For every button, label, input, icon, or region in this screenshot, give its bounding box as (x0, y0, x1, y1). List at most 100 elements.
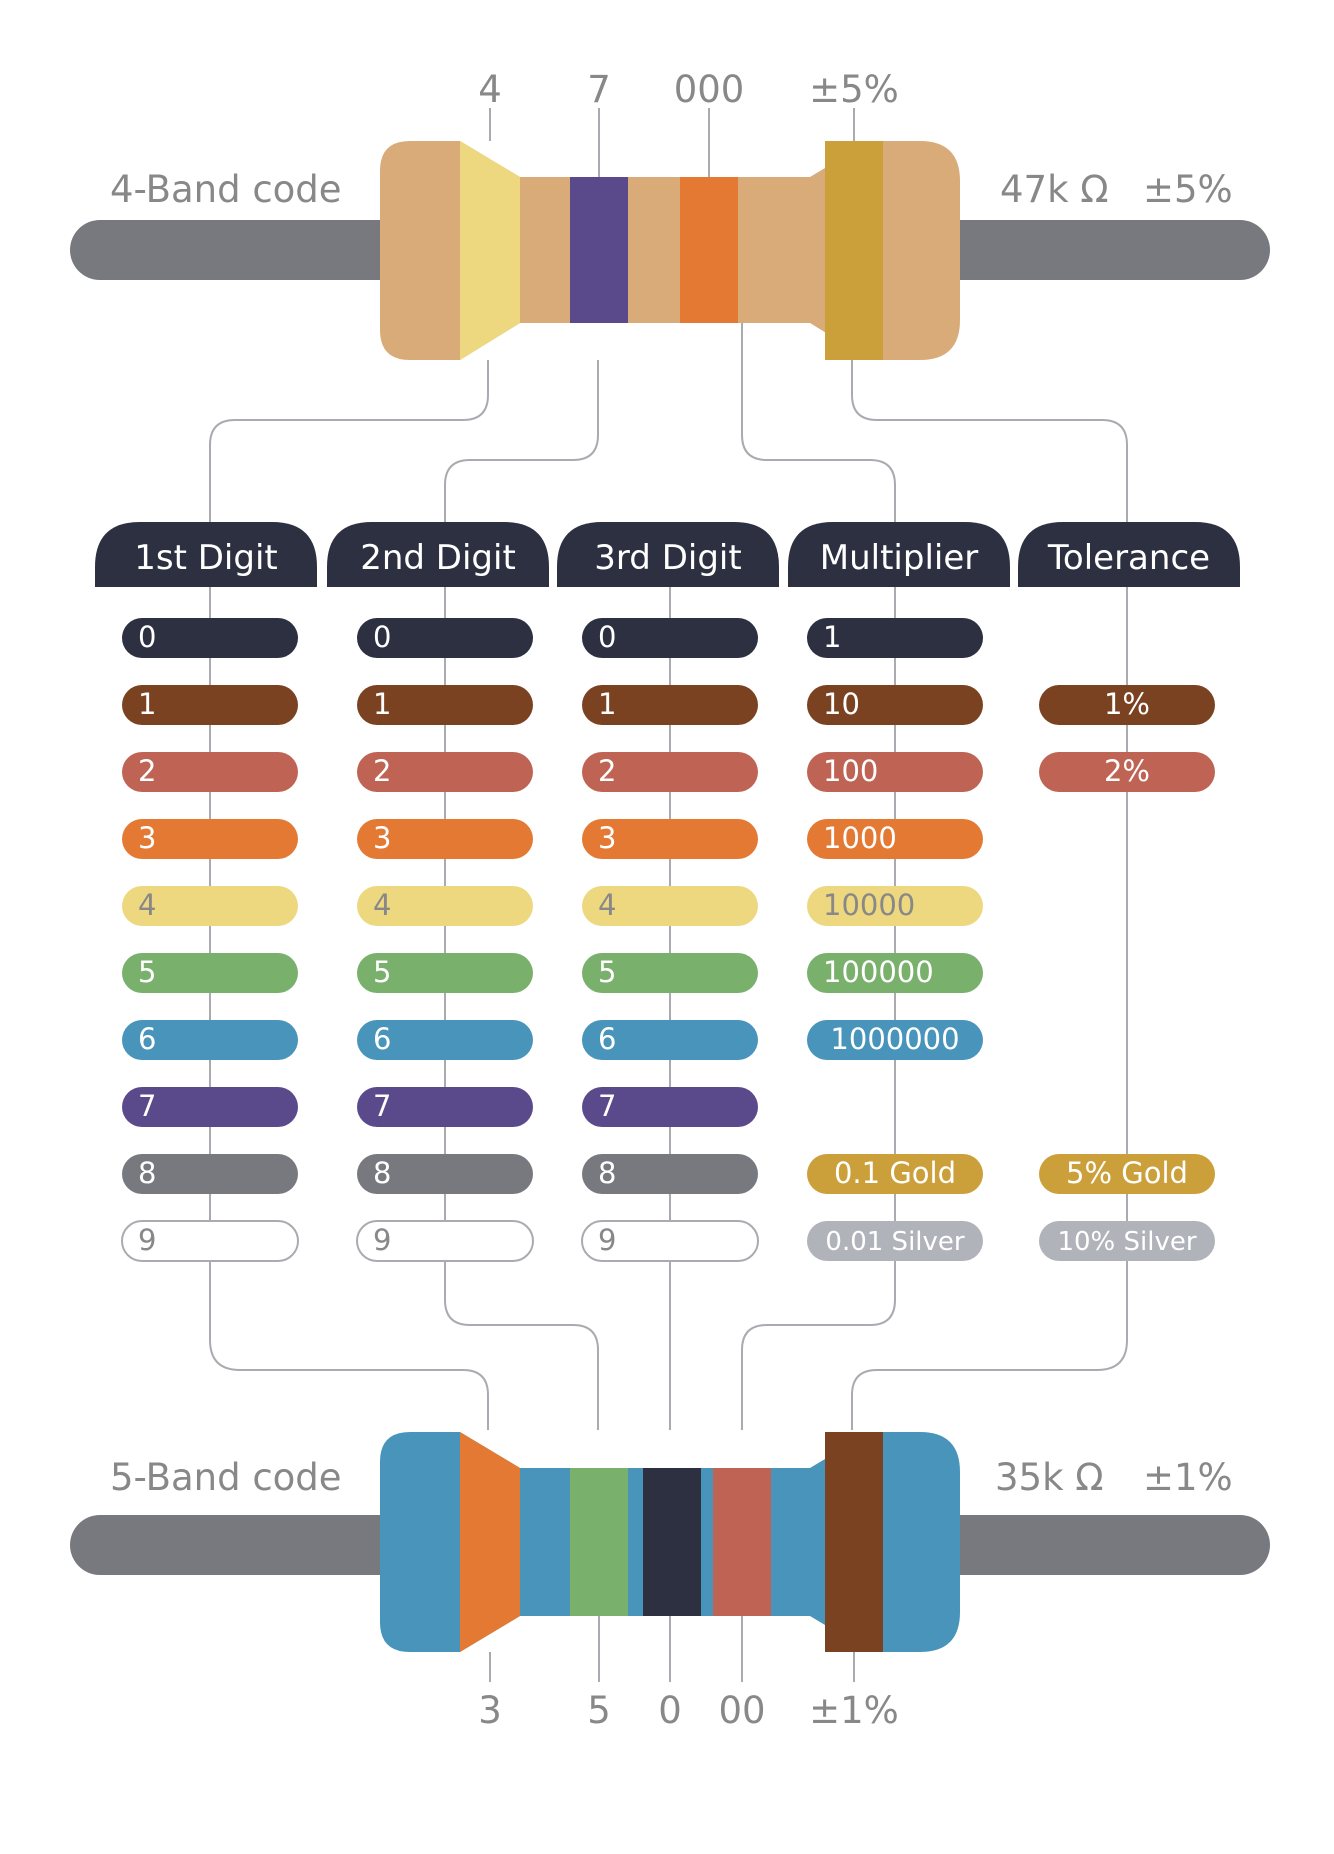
color-chip: 9 (356, 1220, 534, 1262)
chip-pill (122, 886, 298, 926)
chip-label: 100000 (823, 955, 934, 989)
four-band-resistor: 4-Band code 47k Ω ±5% (70, 141, 1270, 360)
digit-label: ±1% (809, 1689, 899, 1732)
chip-label: 0 (598, 620, 616, 654)
chip-pill (122, 685, 298, 725)
chip-pill (357, 685, 533, 725)
band-2nd-digit (570, 177, 628, 323)
chip-pill (807, 819, 983, 859)
chip-label: 1% (1104, 687, 1150, 721)
color-chip: 3 (122, 819, 298, 859)
chip-label: 9 (138, 1223, 156, 1257)
header-label: Multiplier (820, 538, 979, 578)
color-code-table: 0 1 2 3 4 5 6 7 8 9 0 1 2 3 4 5 6 7 8 9 0 1 2 3 4 5 6 7 8 9 1 10 100 1000… (121, 618, 1215, 1262)
color-chip: 100000 (807, 953, 983, 993)
chip-label: 4 (373, 888, 391, 922)
top-band-digit-labels (489, 108, 855, 177)
chip-pill (1039, 1154, 1215, 1194)
column-header: Multiplier (788, 522, 1010, 587)
column-header: 1st Digit (95, 522, 317, 587)
color-chip: 1 (582, 685, 758, 725)
chip-label: 9 (373, 1223, 391, 1257)
column-header: 3rd Digit (557, 522, 779, 587)
column-headers: 1st Digit 2nd Digit 3rd Digit Multiplier Tol… (95, 522, 1240, 587)
color-chip: 0 (357, 618, 533, 658)
chip-pill (582, 819, 758, 859)
color-chip: 8 (122, 1154, 298, 1194)
chip-pill (582, 953, 758, 993)
color-chip: 6 (357, 1020, 533, 1060)
chip-pill (122, 618, 298, 658)
color-chip: 10000 (807, 886, 983, 926)
header-label: 1st Digit (134, 538, 277, 578)
chip-pill (582, 685, 758, 725)
chip-pill (357, 1087, 533, 1127)
top-band-digit-texts: 4 7 000 ±5% (478, 68, 899, 111)
color-chip: 6 (582, 1020, 758, 1060)
bottom-band-digit-texts: 3 5 0 00 ±1% (478, 1689, 899, 1732)
band-tolerance (825, 1432, 883, 1652)
color-chip: 5% Gold (1039, 1154, 1215, 1194)
connector-multiplier (741, 320, 896, 1430)
chip-label: 7 (373, 1089, 391, 1123)
color-chip: 0 (122, 618, 298, 658)
chip-label: 3 (138, 821, 156, 855)
color-chip: 4 (582, 886, 758, 926)
chip-pill (807, 886, 983, 926)
header-label: Tolerance (1047, 538, 1210, 578)
chip-label: 2 (373, 754, 391, 788)
chip-label: 1 (598, 687, 616, 721)
chip-pill (122, 1020, 298, 1060)
color-chip: 10 (807, 685, 983, 725)
digit-label: 5 (587, 1689, 611, 1732)
header-label: 3rd Digit (594, 538, 741, 578)
chip-pill (1039, 1221, 1215, 1261)
color-chip: 0.1 Gold (807, 1154, 983, 1194)
digit-label: ±5% (809, 68, 899, 111)
header-tab (1018, 522, 1240, 587)
chip-pill (122, 752, 298, 792)
digit-label: 7 (587, 68, 611, 111)
header-tab (788, 522, 1010, 587)
chip-pill (357, 819, 533, 859)
chip-pill (582, 1020, 758, 1060)
color-chip: 1% (1039, 685, 1215, 725)
chip-pill (1039, 685, 1215, 725)
digit-label: 00 (718, 1689, 765, 1732)
chip-pill (357, 1154, 533, 1194)
band-3rd-digit (643, 1468, 701, 1616)
color-chip: 4 (357, 886, 533, 926)
bottom-band-digit-ticks (489, 1616, 855, 1682)
chip-pill (122, 819, 298, 859)
chip-label: 1000000 (830, 1022, 959, 1056)
digit-label: 0 (658, 1689, 682, 1732)
resistance-value: 35k Ω (995, 1456, 1104, 1499)
chip-label: 6 (373, 1022, 391, 1056)
band-1st-digit (460, 1432, 520, 1652)
chip-pill (357, 886, 533, 926)
tolerance-value: ±1% (1143, 1456, 1233, 1499)
chip-pill (121, 1220, 299, 1262)
chip-pill (582, 886, 758, 926)
color-chip: 1000 (807, 819, 983, 859)
band-tolerance (825, 141, 883, 360)
color-chip: 2 (122, 752, 298, 792)
digit-label: 4 (478, 68, 502, 111)
chip-label: 10% Silver (1057, 1227, 1196, 1257)
color-chip: 1 (357, 685, 533, 725)
chip-pill (582, 752, 758, 792)
chip-label: 0 (138, 620, 156, 654)
color-chip: 0.01 Silver (807, 1221, 983, 1261)
chip-pill (582, 1154, 758, 1194)
chip-label: 6 (598, 1022, 616, 1056)
color-chip: 1 (122, 685, 298, 725)
band-2nd-digit (570, 1468, 628, 1616)
color-chip: 5 (357, 953, 533, 993)
chip-label: 5 (138, 955, 156, 989)
color-chip: 2 (357, 752, 533, 792)
chip-label: 3 (598, 821, 616, 855)
header-label: 2nd Digit (360, 538, 516, 578)
chip-pill (357, 953, 533, 993)
chip-label: 2% (1104, 754, 1150, 788)
